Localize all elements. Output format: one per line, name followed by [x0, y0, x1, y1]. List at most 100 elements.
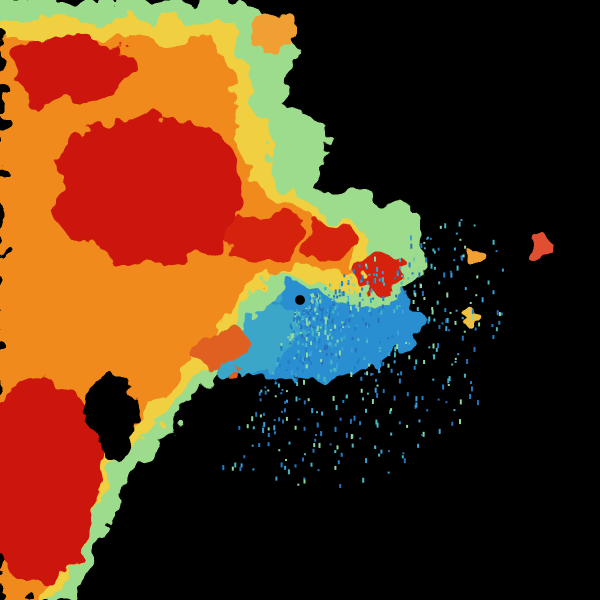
speckle	[341, 321, 344, 324]
speckle	[342, 291, 345, 297]
speckle	[285, 459, 287, 461]
speckle	[355, 304, 358, 309]
speckle	[314, 316, 317, 320]
speckle	[315, 305, 318, 311]
speckle	[370, 372, 373, 376]
speckle	[431, 309, 434, 315]
speckle	[449, 270, 452, 273]
speckle	[370, 288, 373, 293]
speckle	[234, 462, 237, 468]
speckle	[272, 371, 275, 375]
speckle	[322, 315, 325, 318]
speckle	[417, 266, 420, 272]
speckle	[461, 335, 464, 341]
speckle	[342, 399, 345, 403]
speckle	[380, 310, 383, 315]
speckle	[374, 256, 376, 262]
speckle	[415, 359, 418, 365]
speckle	[377, 318, 380, 324]
speckle	[376, 266, 379, 272]
speckle	[303, 453, 306, 456]
speckle	[286, 399, 288, 403]
speckle	[322, 307, 325, 310]
speckle	[414, 257, 417, 263]
speckle	[459, 419, 461, 425]
speckle	[351, 337, 354, 340]
speckle	[267, 442, 270, 447]
speckle	[307, 398, 310, 402]
speckle	[347, 301, 350, 306]
speckle	[381, 278, 384, 280]
speckle	[460, 219, 463, 222]
speckle	[461, 317, 464, 320]
speckle	[259, 398, 262, 402]
speckle	[393, 309, 396, 314]
speckle	[396, 272, 399, 277]
speckle	[278, 363, 281, 367]
speckle	[325, 353, 328, 356]
speckle	[344, 325, 347, 328]
speckle	[326, 335, 329, 341]
speckle	[323, 317, 326, 320]
speckle	[321, 315, 324, 319]
speckle	[302, 370, 304, 373]
speckle	[426, 237, 429, 240]
speckle	[339, 484, 342, 488]
core	[220, 215, 300, 265]
speckle	[477, 400, 479, 406]
speckle	[365, 265, 368, 269]
speckle	[393, 395, 396, 401]
speckle	[322, 318, 325, 324]
speckle	[369, 298, 372, 303]
speckle	[305, 336, 308, 341]
speckle	[454, 320, 457, 325]
speckle	[406, 392, 409, 397]
speckle	[375, 273, 378, 277]
speckle	[390, 408, 393, 412]
speckle	[376, 422, 379, 428]
speckle	[415, 396, 418, 402]
speckle	[346, 297, 349, 302]
speckle	[408, 355, 411, 360]
speckle	[339, 417, 342, 421]
speckle	[423, 241, 426, 244]
speckle	[398, 258, 401, 262]
speckle	[455, 309, 458, 312]
speckle	[403, 458, 406, 464]
speckle	[466, 359, 469, 364]
speckle	[278, 449, 281, 452]
speckle	[296, 331, 299, 335]
speckle	[310, 293, 313, 298]
speckle	[326, 313, 329, 316]
speckle	[267, 433, 270, 437]
speckle	[267, 427, 270, 431]
speckle	[321, 310, 324, 316]
speckle	[432, 343, 435, 349]
speckle	[368, 323, 370, 328]
speckle	[443, 272, 446, 278]
speckle	[401, 275, 404, 277]
speckle	[362, 317, 364, 321]
speckle	[316, 422, 319, 428]
speckle	[309, 302, 312, 305]
speckle	[313, 296, 316, 301]
speckle	[328, 313, 331, 319]
speckle	[378, 350, 381, 352]
speckle	[435, 347, 438, 352]
speckle	[310, 304, 313, 309]
speckle	[350, 434, 353, 439]
speckle	[478, 322, 481, 327]
speckle	[347, 325, 350, 328]
speckle	[378, 309, 381, 313]
speckle	[381, 271, 384, 275]
speckle	[285, 416, 288, 421]
speckle	[273, 419, 276, 422]
speckle	[292, 323, 295, 328]
speckle	[324, 319, 327, 325]
speckle	[469, 394, 472, 399]
speckle	[309, 296, 312, 301]
speckle	[418, 419, 421, 423]
speckle	[338, 350, 341, 356]
speckle	[311, 330, 314, 336]
